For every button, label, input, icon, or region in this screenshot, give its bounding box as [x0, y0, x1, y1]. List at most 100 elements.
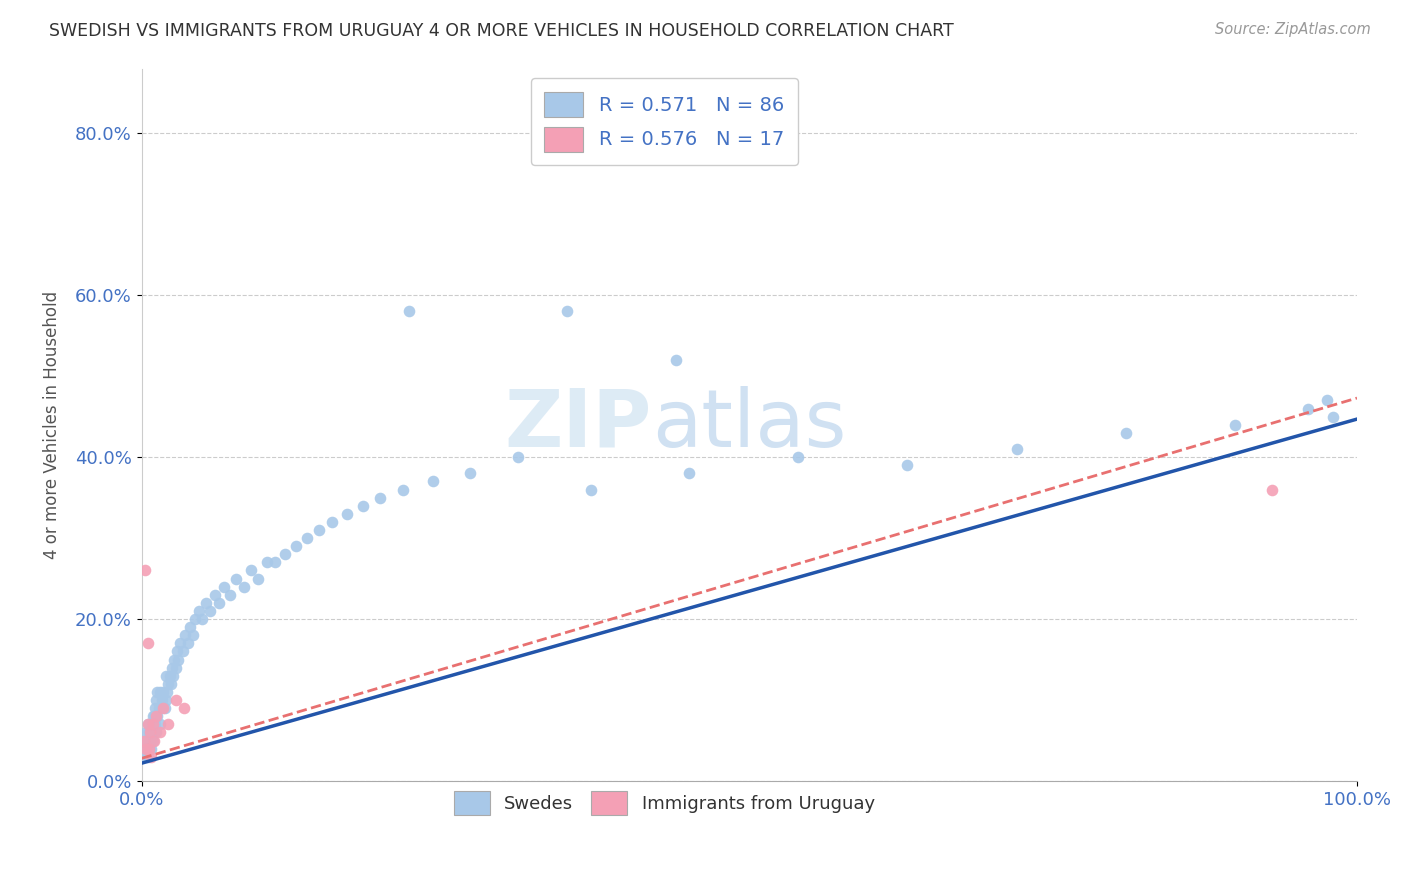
Point	[198, 604, 221, 618]
Point	[212, 580, 235, 594]
Text: Source: ZipAtlas.com: Source: ZipAtlas.com	[1215, 22, 1371, 37]
Text: atlas: atlas	[652, 385, 846, 464]
Point	[134, 564, 156, 578]
Point	[142, 725, 165, 739]
Point	[135, 741, 157, 756]
Point	[352, 499, 374, 513]
Point	[308, 523, 330, 537]
Text: SWEDISH VS IMMIGRANTS FROM URUGUAY 4 OR MORE VEHICLES IN HOUSEHOLD CORRELATION C: SWEDISH VS IMMIGRANTS FROM URUGUAY 4 OR …	[49, 22, 953, 40]
Point	[156, 685, 179, 699]
Point	[219, 588, 242, 602]
Point	[1115, 425, 1137, 440]
Point	[149, 717, 172, 731]
Point	[225, 572, 247, 586]
Legend: Swedes, Immigrants from Uruguay: Swedes, Immigrants from Uruguay	[443, 780, 886, 825]
Point	[135, 741, 157, 756]
Point	[167, 652, 190, 666]
Point	[139, 717, 162, 731]
Point	[204, 588, 226, 602]
Point	[166, 644, 188, 658]
Point	[141, 741, 163, 756]
Point	[458, 467, 481, 481]
Point	[1225, 417, 1247, 432]
Point	[172, 644, 194, 658]
Point	[159, 669, 181, 683]
Point	[142, 733, 165, 747]
Point	[141, 709, 163, 723]
Point	[264, 555, 287, 569]
Point	[132, 733, 155, 747]
Point	[174, 628, 197, 642]
Point	[165, 693, 187, 707]
Point	[284, 539, 307, 553]
Point	[187, 604, 209, 618]
Point	[159, 677, 181, 691]
Point	[1261, 483, 1284, 497]
Point	[398, 304, 420, 318]
Point	[143, 717, 166, 731]
Point	[149, 685, 172, 699]
Point	[152, 685, 174, 699]
Point	[1322, 409, 1344, 424]
Point	[195, 596, 218, 610]
Point	[295, 531, 318, 545]
Point	[240, 564, 263, 578]
Point	[146, 709, 169, 723]
Point	[169, 636, 191, 650]
Point	[153, 701, 176, 715]
Point	[184, 612, 207, 626]
Point	[274, 547, 297, 561]
Point	[1005, 442, 1028, 456]
Point	[138, 741, 160, 756]
Point	[149, 725, 172, 739]
Point	[132, 741, 155, 756]
Point	[678, 467, 700, 481]
Point	[136, 717, 159, 731]
Point	[136, 636, 159, 650]
Point	[152, 701, 174, 715]
Point	[150, 701, 173, 715]
Point	[1316, 393, 1339, 408]
Point	[336, 507, 359, 521]
Point	[136, 749, 159, 764]
Point	[136, 717, 159, 731]
Point	[146, 685, 169, 699]
Y-axis label: 4 or more Vehicles in Household: 4 or more Vehicles in Household	[44, 291, 60, 558]
Point	[155, 693, 177, 707]
Point	[508, 450, 530, 464]
Point	[145, 693, 167, 707]
Point	[143, 701, 166, 715]
Point	[392, 483, 415, 497]
Point	[422, 475, 444, 489]
Text: ZIP: ZIP	[505, 385, 652, 464]
Point	[145, 709, 167, 723]
Point	[1298, 401, 1320, 416]
Point	[155, 669, 177, 683]
Point	[141, 725, 163, 739]
Point	[896, 458, 918, 473]
Point	[141, 717, 163, 731]
Point	[191, 612, 214, 626]
Point	[181, 628, 204, 642]
Point	[177, 636, 200, 650]
Point	[134, 749, 156, 764]
Point	[134, 733, 156, 747]
Point	[148, 701, 170, 715]
Point	[256, 555, 278, 569]
Point	[160, 660, 183, 674]
Point	[142, 709, 165, 723]
Point	[138, 725, 160, 739]
Point	[208, 596, 231, 610]
Point	[141, 749, 163, 764]
Point	[162, 669, 184, 683]
Point	[321, 515, 343, 529]
Point	[157, 717, 180, 731]
Point	[247, 572, 270, 586]
Point	[665, 353, 688, 368]
Point	[163, 652, 186, 666]
Point	[232, 580, 254, 594]
Point	[787, 450, 810, 464]
Point	[145, 725, 167, 739]
Point	[135, 725, 157, 739]
Point	[141, 733, 163, 747]
